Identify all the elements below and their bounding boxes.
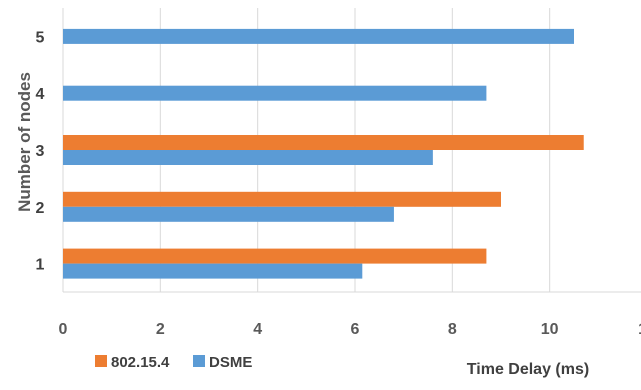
legend-label: DSME xyxy=(209,354,252,371)
x-tick-label: 0 xyxy=(59,321,68,338)
legend-swatch xyxy=(95,355,107,367)
y-tick-label: 3 xyxy=(36,143,45,160)
legend: 802.15.4 DSME xyxy=(95,354,252,371)
bar-dsme-5 xyxy=(63,28,574,44)
x-tick-label: 6 xyxy=(351,321,360,338)
x-axis-title: Time Delay (ms) xyxy=(467,361,589,378)
axes: 02468101212345 xyxy=(36,29,641,338)
y-tick-label: 2 xyxy=(36,200,45,217)
y-axis-title: Number of nodes xyxy=(15,72,34,212)
bar-dsme-2 xyxy=(63,206,394,222)
bar-802-15-4-3 xyxy=(63,135,584,150)
bar-802-15-4-2 xyxy=(63,191,501,207)
legend-swatch xyxy=(193,355,205,367)
bar-dsme-1 xyxy=(63,263,363,279)
x-tick-label: 8 xyxy=(448,321,457,338)
x-tick-label: 4 xyxy=(253,321,262,338)
bar-dsme-3 xyxy=(63,150,433,165)
legend-label: 802.15.4 xyxy=(111,354,170,371)
bar-802-15-4-1 xyxy=(63,248,487,264)
y-tick-label: 1 xyxy=(36,257,45,274)
y-tick-label: 5 xyxy=(36,29,45,46)
bars xyxy=(63,28,584,279)
x-tick-label: 2 xyxy=(156,321,165,338)
x-tick-label: 10 xyxy=(541,321,559,338)
bar-dsme-4 xyxy=(63,85,487,101)
y-tick-label: 4 xyxy=(36,86,45,103)
x-tick-label: 12 xyxy=(638,321,641,338)
